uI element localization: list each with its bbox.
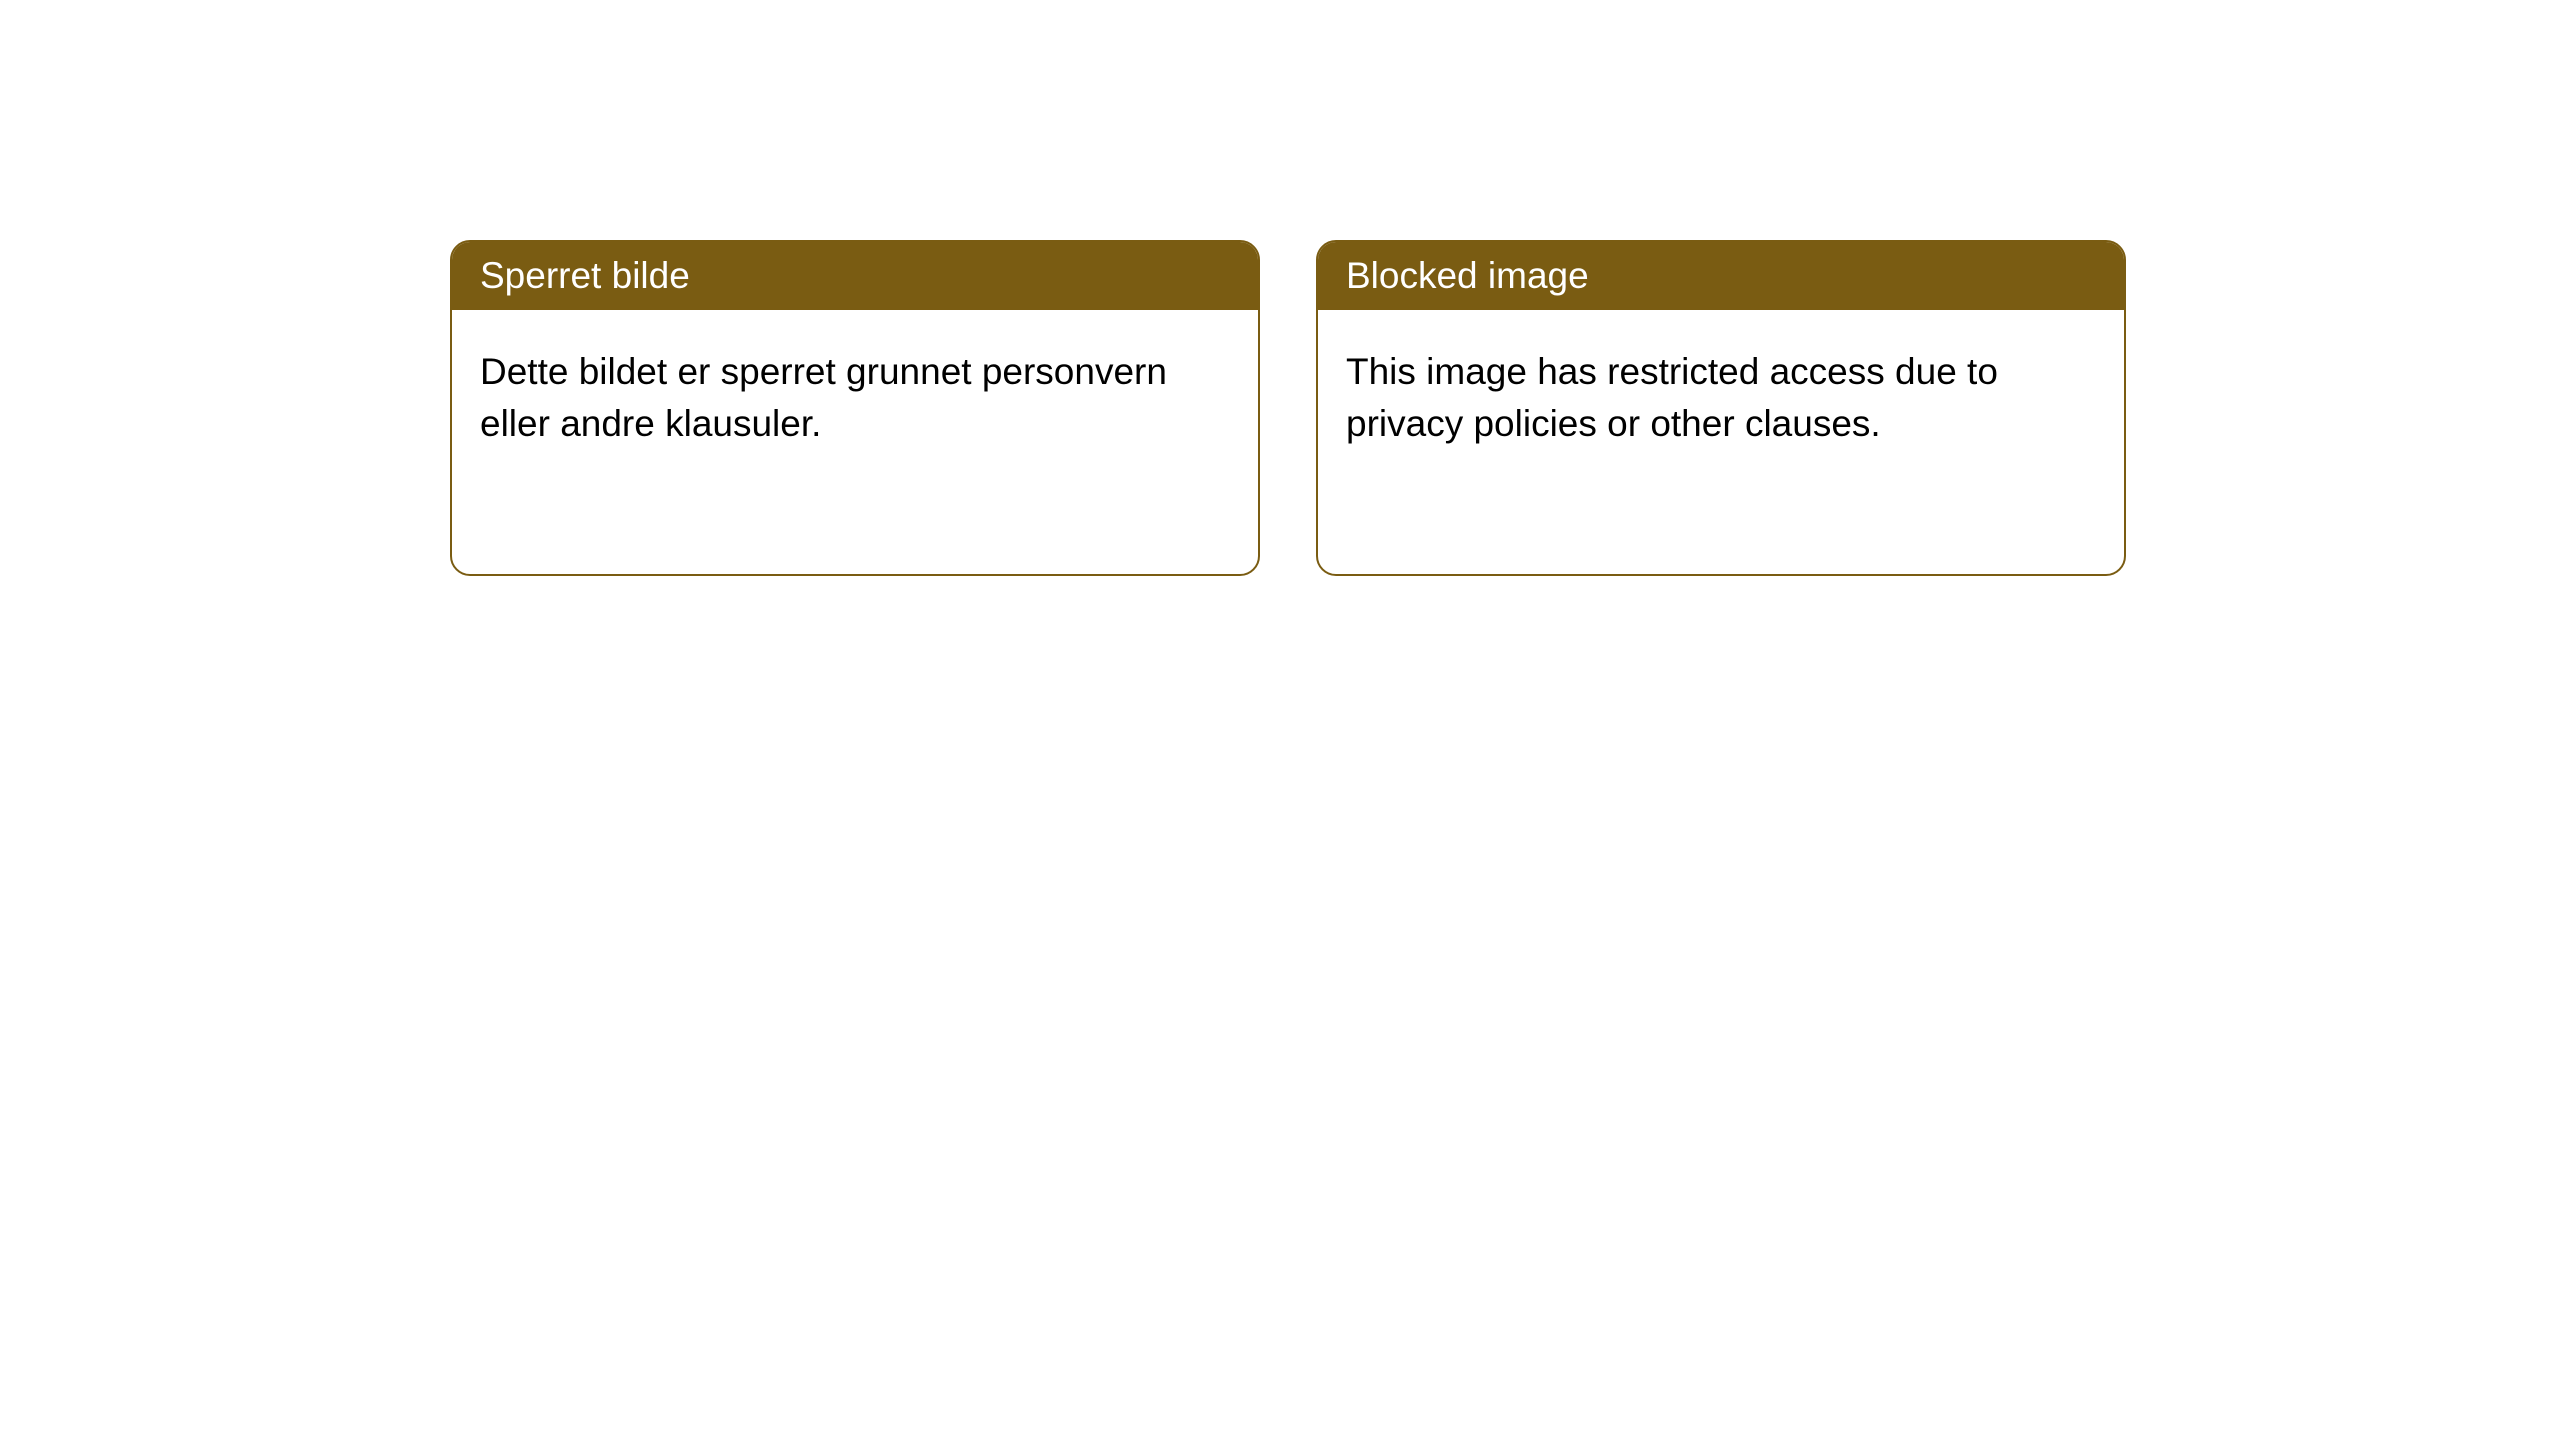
card-body-english: This image has restricted access due to … — [1318, 310, 2124, 486]
card-header-norwegian: Sperret bilde — [452, 242, 1258, 310]
card-body-norwegian: Dette bildet er sperret grunnet personve… — [452, 310, 1258, 486]
card-header-english: Blocked image — [1318, 242, 2124, 310]
notice-card-english: Blocked image This image has restricted … — [1316, 240, 2126, 576]
notice-card-norwegian: Sperret bilde Dette bildet er sperret gr… — [450, 240, 1260, 576]
notice-container: Sperret bilde Dette bildet er sperret gr… — [0, 0, 2560, 576]
